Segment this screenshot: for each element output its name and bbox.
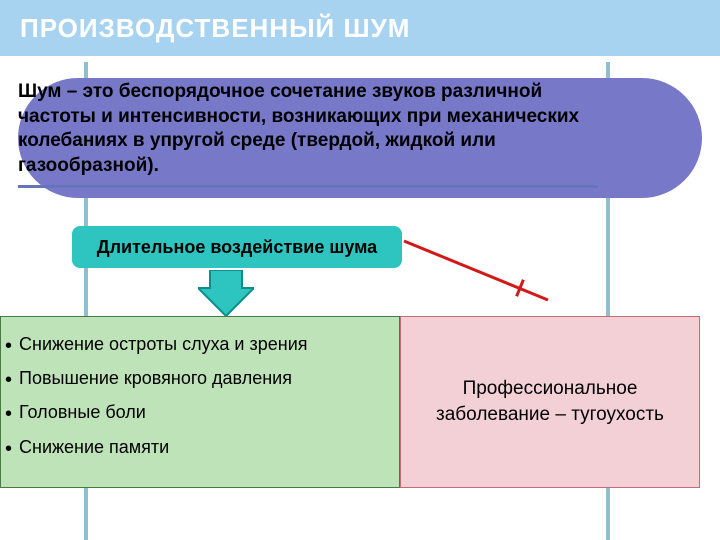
page-title: ПРОИЗВОДСТВЕННЫЙ ШУМ: [20, 13, 410, 44]
arrow-down-icon: [198, 270, 254, 316]
effects-list: Снижение остроты слуха и зренияПовышение…: [5, 327, 395, 464]
effects-item: Снижение остроты слуха и зрения: [5, 327, 395, 361]
effects-item: Снижение памяти: [5, 430, 395, 464]
effects-item: Повышение кровяного давления: [5, 361, 395, 395]
title-bar: ПРОИЗВОДСТВЕННЫЙ ШУМ: [0, 0, 720, 56]
subheading-pill: Длительное воздействие шума: [72, 226, 402, 268]
effects-item: Головные боли: [5, 395, 395, 429]
subheading-text: Длительное воздействие шума: [97, 237, 377, 258]
effects-box: Снижение остроты слуха и зренияПовышение…: [0, 316, 400, 488]
disease-text: Профессиональное заболевание – тугоухост…: [429, 376, 671, 427]
disease-box: Профессиональное заболевание – тугоухост…: [400, 316, 700, 488]
definition-text: Шум – это беспорядочное сочетание звуков…: [18, 80, 598, 188]
